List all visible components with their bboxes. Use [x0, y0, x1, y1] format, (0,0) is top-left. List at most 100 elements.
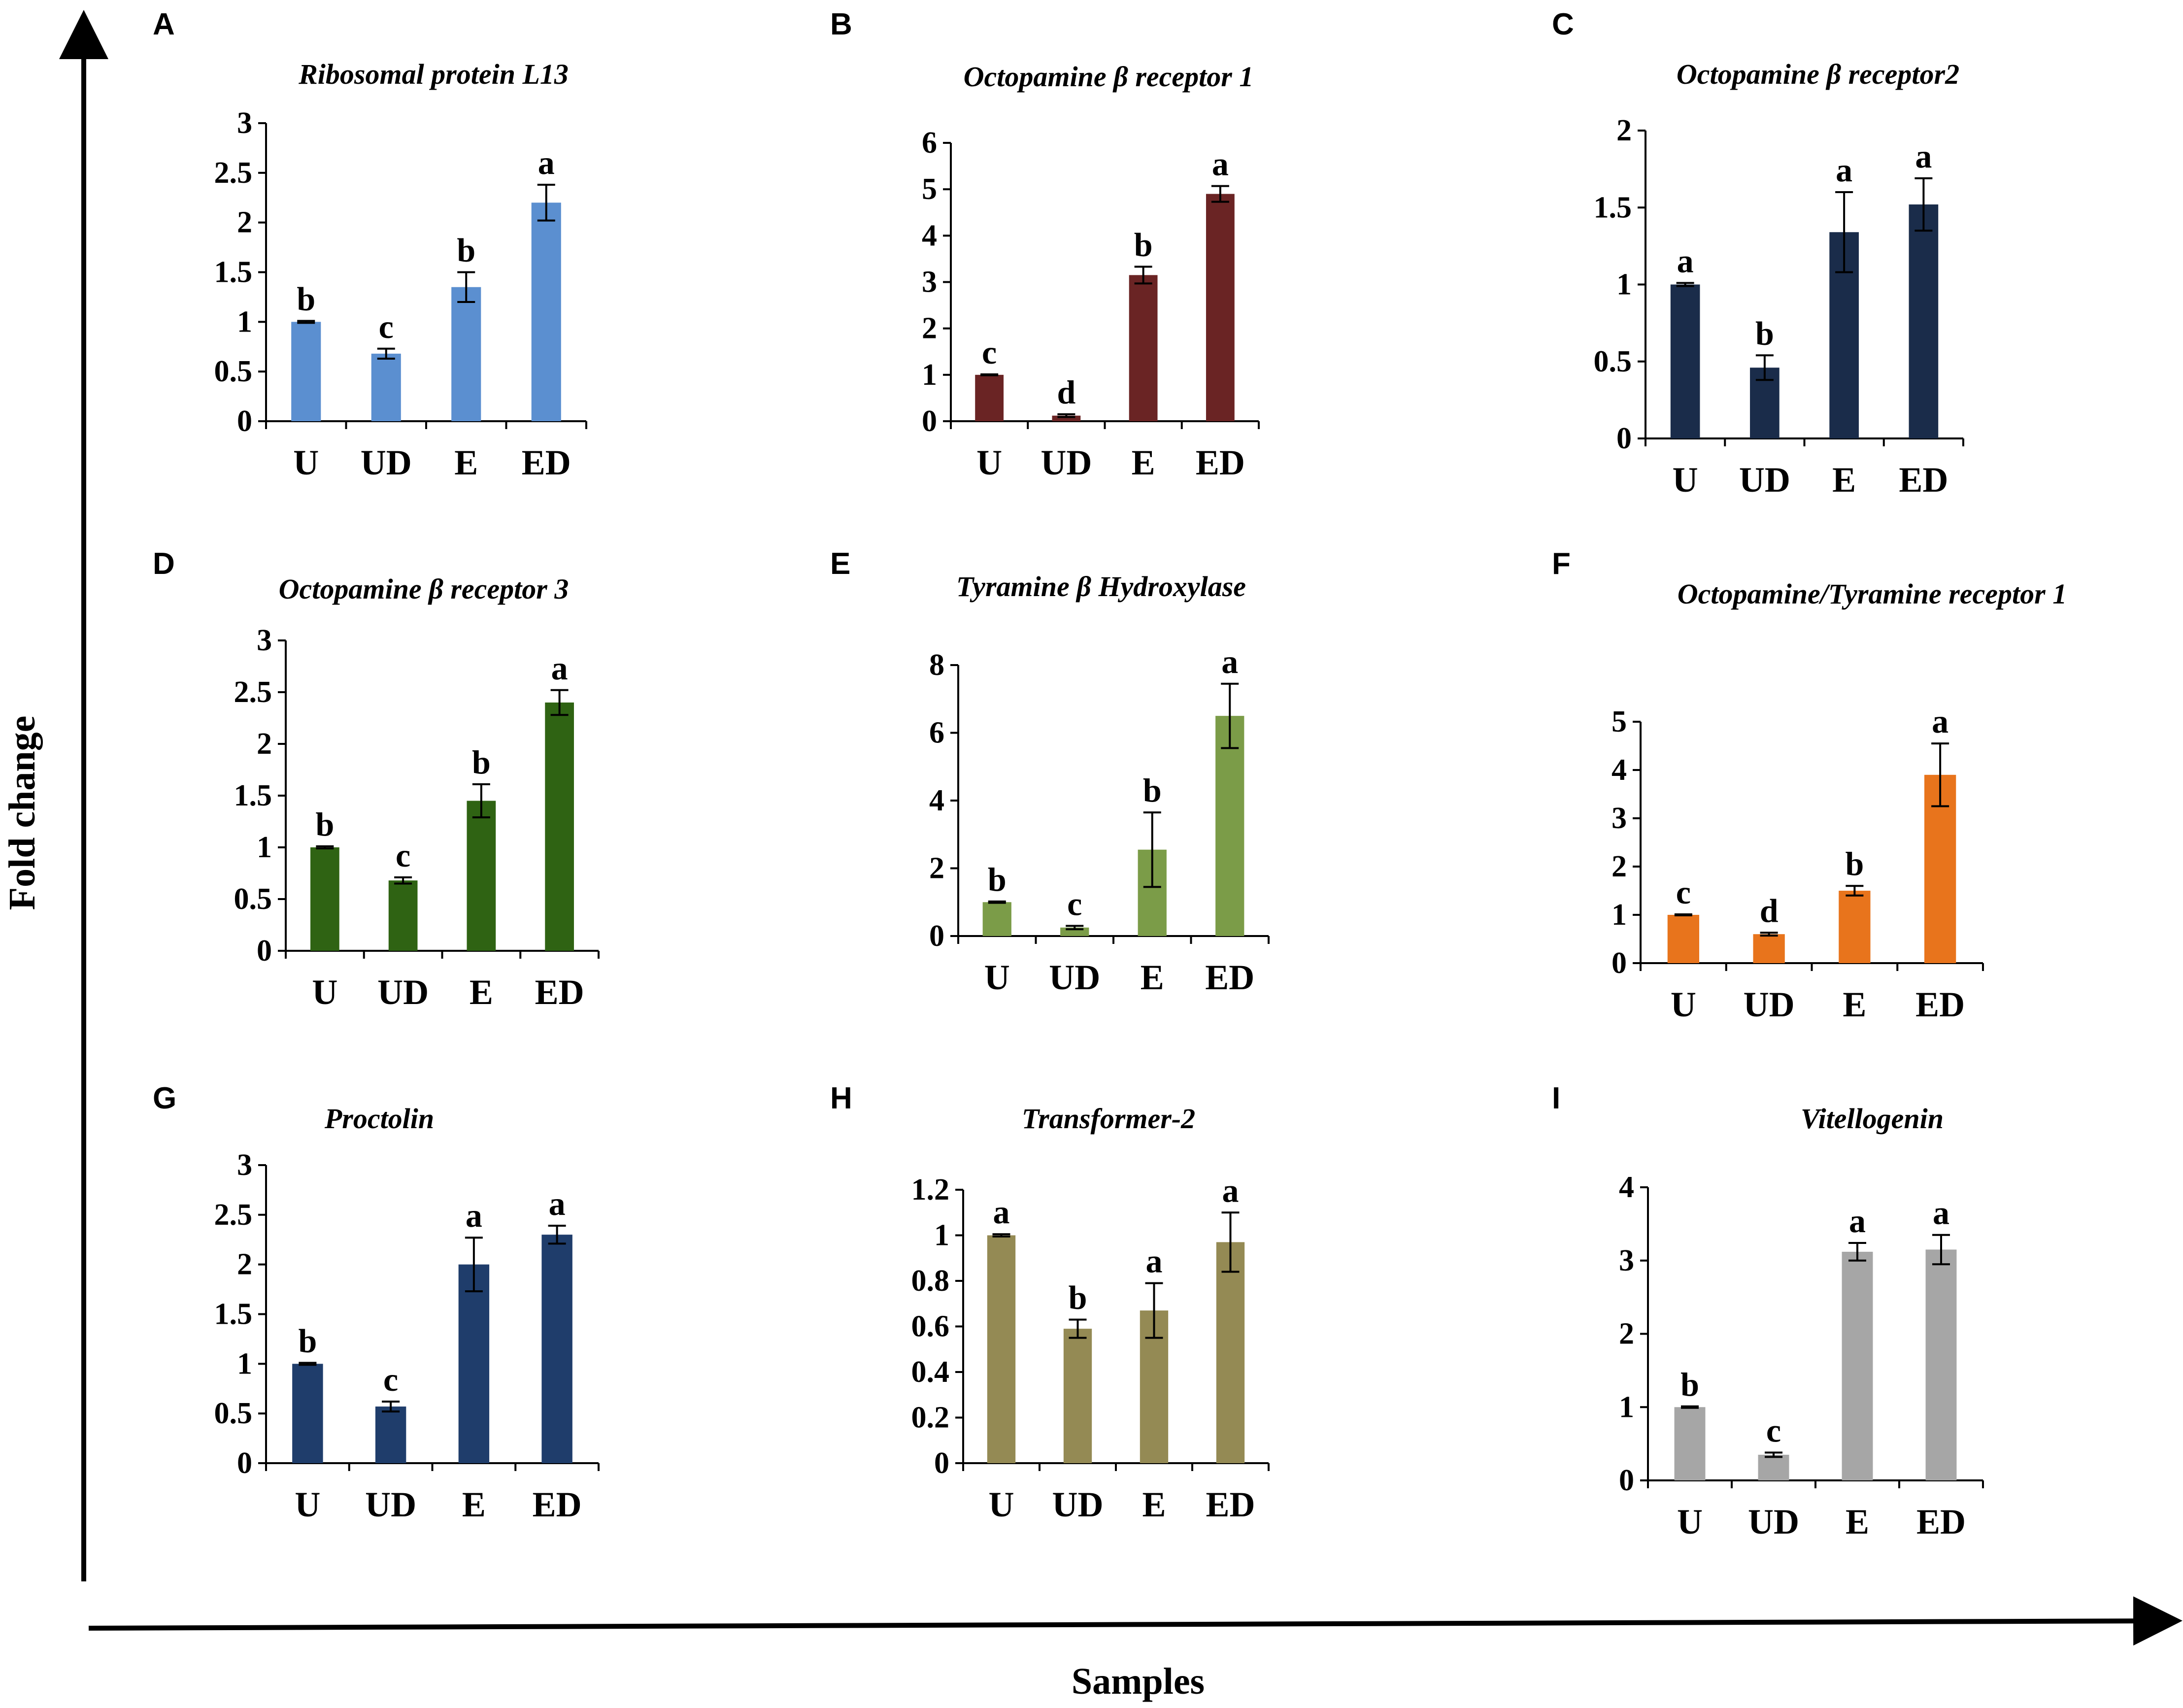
- y-tick-label-i: 1: [1619, 1390, 1634, 1424]
- y-tick-label-h: 1: [934, 1219, 949, 1252]
- y-tick-label-i: 4: [1619, 1171, 1634, 1204]
- error-bar-a-e: [457, 271, 475, 303]
- chart-panel-a: A Ribosomal protein L13 0 0.5 1 1.5 2 2.5 3 b Uc UD…: [153, 7, 587, 482]
- significance-label-f-u: c: [1676, 873, 1691, 911]
- y-tick-label-f: 5: [1612, 705, 1627, 738]
- error-bar-c-u: [1676, 282, 1694, 287]
- bar-b-e: [1129, 275, 1158, 421]
- y-tick-label-i: 0: [1619, 1464, 1634, 1497]
- y-tick-label-b: 3: [922, 266, 937, 299]
- y-tick-label-a: 3: [237, 106, 252, 140]
- error-bar-c-e: [1835, 191, 1853, 273]
- x-category-label-c-u: U: [1673, 460, 1698, 500]
- y-tick-label-e: 2: [929, 852, 944, 885]
- bar-a-ed: [531, 202, 561, 421]
- panel-letter-c: C: [1552, 7, 1574, 41]
- error-bar-f-ed: [1931, 742, 1949, 807]
- bar-h-u: [987, 1235, 1016, 1463]
- y-tick-label-c: 1.5: [1594, 191, 1632, 224]
- significance-label-a-ud: c: [379, 308, 394, 345]
- significance-label-f-ed: a: [1932, 703, 1948, 740]
- significance-label-c-e: a: [1836, 151, 1852, 189]
- y-tick-label-g: 1: [237, 1347, 252, 1380]
- y-tick-label-f: 1: [1612, 898, 1627, 932]
- panel-title-i: Vitellogenin: [1801, 1103, 1944, 1135]
- error-bar-g-e: [465, 1237, 483, 1293]
- y-tick-label-d: 0.5: [234, 882, 272, 916]
- y-tick-label-a: 2: [237, 206, 252, 239]
- significance-label-c-ud: b: [1755, 314, 1774, 352]
- y-tick-label-d: 1.5: [234, 779, 272, 812]
- bar-f-ud: [1753, 934, 1785, 963]
- bar-g-ud: [375, 1407, 406, 1463]
- significance-label-b-e: b: [1134, 226, 1153, 263]
- chart-panel-c: C Octopamine β receptor2 0 0.5 1 1.5 2 a Ub UD a Ea…: [1552, 7, 1964, 500]
- y-tick-label-c: 0.5: [1594, 345, 1632, 378]
- x-category-label-f-ud: UD: [1744, 985, 1795, 1024]
- error-bar-c-ud: [1755, 354, 1774, 381]
- significance-label-a-u: b: [297, 280, 315, 317]
- error-bar-d-ud: [394, 876, 412, 885]
- y-tick-label-c: 2: [1616, 114, 1632, 147]
- x-category-label-e-e: E: [1141, 958, 1164, 997]
- y-tick-label-h: 0.6: [911, 1310, 950, 1343]
- bar-b-ud: [1052, 415, 1081, 421]
- significance-label-i-e: a: [1849, 1202, 1866, 1239]
- bar-c-u: [1670, 284, 1700, 438]
- y-tick-label-a: 0.5: [214, 355, 253, 388]
- x-category-label-g-ed: ED: [533, 1485, 582, 1524]
- bar-i-ud: [1758, 1454, 1789, 1480]
- bar-e-u: [982, 902, 1011, 936]
- y-tick-label-e: 6: [929, 716, 944, 750]
- error-bar-a-ud: [377, 347, 395, 360]
- y-tick-label-g: 3: [237, 1148, 252, 1182]
- y-tick-label-d: 1: [257, 831, 272, 864]
- error-bar-g-u: [299, 1362, 317, 1366]
- panel-title-b: Octopamine β receptor 1: [964, 61, 1254, 93]
- x-category-label-b-ed: ED: [1196, 443, 1245, 482]
- significance-label-g-u: b: [298, 1322, 317, 1359]
- bar-a-u: [291, 322, 321, 421]
- y-tick-label-f: 4: [1612, 753, 1627, 787]
- x-category-label-a-e: E: [454, 443, 478, 482]
- significance-label-f-e: b: [1845, 845, 1864, 882]
- error-bar-d-e: [472, 783, 490, 819]
- significance-label-e-e: b: [1143, 771, 1162, 809]
- x-category-label-e-u: U: [984, 958, 1010, 997]
- y-tick-label-a: 1: [237, 305, 252, 338]
- y-tick-label-d: 0: [257, 934, 272, 968]
- panel-title-h: Transformer-2: [1022, 1103, 1195, 1135]
- error-bar-d-ed: [550, 689, 569, 716]
- x-category-label-i-ed: ED: [1916, 1502, 1966, 1541]
- significance-label-h-u: a: [993, 1193, 1010, 1231]
- x-category-label-b-ud: UD: [1041, 443, 1092, 482]
- x-category-label-i-ud: UD: [1748, 1502, 1799, 1541]
- significance-label-g-ud: c: [383, 1361, 398, 1398]
- x-category-label-c-e: E: [1832, 460, 1856, 500]
- significance-label-f-ud: d: [1760, 892, 1779, 929]
- error-bar-i-u: [1681, 1405, 1699, 1409]
- significance-label-a-e: b: [457, 232, 475, 269]
- significance-label-g-e: a: [466, 1197, 482, 1234]
- error-bar-b-ed: [1211, 185, 1229, 203]
- panel-title-c: Octopamine β receptor2: [1677, 58, 1959, 90]
- y-tick-label-g: 2: [237, 1248, 252, 1281]
- x-category-label-e-ed: ED: [1205, 958, 1254, 997]
- y-tick-label-b: 5: [922, 172, 937, 206]
- chart-panel-b: B Octopamine β receptor 1 0 1 2 3 4 5 6 c Ud UD b Ea E…: [830, 7, 1260, 482]
- bar-a-e: [451, 287, 481, 421]
- y-tick-label-e: 0: [929, 919, 944, 953]
- bar-i-u: [1674, 1407, 1706, 1480]
- bar-a-ud: [371, 353, 401, 421]
- error-bar-b-ud: [1057, 413, 1075, 418]
- bar-g-u: [292, 1364, 323, 1463]
- panel-letter-d: D: [153, 547, 175, 581]
- error-bar-h-e: [1145, 1282, 1163, 1339]
- bar-b-u: [975, 374, 1004, 421]
- error-bar-i-ud: [1765, 1451, 1782, 1458]
- bar-g-ed: [541, 1235, 572, 1463]
- x-category-label-c-ud: UD: [1739, 460, 1790, 500]
- significance-label-d-ed: a: [551, 649, 568, 687]
